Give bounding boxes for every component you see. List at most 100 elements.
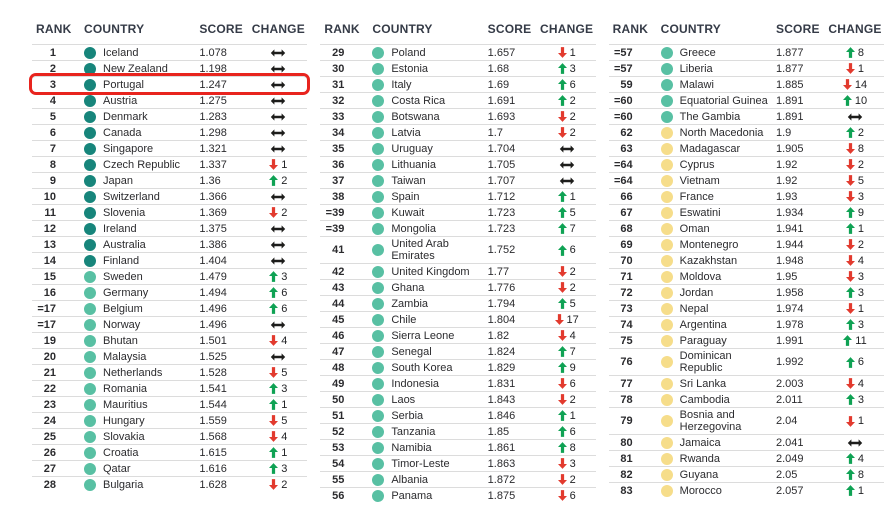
table-row: 73 Nepal 1.974 1 xyxy=(608,300,884,316)
change-amount: 2 xyxy=(857,238,865,251)
rank-cell: 45 xyxy=(332,313,345,326)
country-label: Germany xyxy=(103,286,149,299)
change-amount: 10 xyxy=(854,94,868,107)
down-arrow-icon xyxy=(557,378,567,389)
country-cell: Hungary xyxy=(56,414,199,428)
steady-arrow-icon xyxy=(270,144,286,153)
country-label: Singapore xyxy=(103,142,154,155)
country-label: Latvia xyxy=(391,126,421,139)
tier-dot-icon xyxy=(372,190,385,203)
country-label: Malaysia xyxy=(103,350,147,363)
change-amount: 8 xyxy=(857,468,865,481)
change-cell: 2 xyxy=(249,175,307,187)
table-row: 9 Japan 1.36 2 xyxy=(32,172,308,188)
change-cell xyxy=(538,160,596,169)
table-row: 36 Lithuania 1.705 xyxy=(320,156,596,172)
change-amount: 1 xyxy=(569,190,576,203)
country-cell: Liberia xyxy=(633,62,776,76)
rank-cell: 9 xyxy=(49,174,56,187)
table-row: 53 Namibia 1.861 8 xyxy=(320,439,596,455)
change-cell: 2 xyxy=(249,479,307,491)
table-row: 51 Serbia 1.846 1 xyxy=(320,407,596,423)
change-amount: 6 xyxy=(569,377,576,390)
up-arrow-icon xyxy=(557,79,567,90)
change-cell: 3 xyxy=(826,287,884,299)
score-cell: 1.92 xyxy=(775,158,798,171)
table-row: 27 Qatar 1.616 3 xyxy=(32,460,308,476)
change-cell xyxy=(249,320,307,329)
rank-cell: 51 xyxy=(332,409,345,422)
change-cell: 9 xyxy=(538,362,596,374)
country-cell: Kazakhstan xyxy=(633,254,776,268)
change-cell xyxy=(249,80,307,89)
rank-cell: 32 xyxy=(332,94,345,107)
change-amount: 6 xyxy=(281,302,288,315)
table-row: 33 Botswana 1.693 2 xyxy=(320,108,596,124)
column-header-score: SCORE xyxy=(775,22,820,36)
table-header-row: RANK COUNTRY SCORE CHANGE xyxy=(609,22,884,36)
column-header-change: CHANGE xyxy=(251,22,305,36)
score-cell: 1.752 xyxy=(487,244,516,256)
rank-cell: 27 xyxy=(43,462,56,475)
rank-cell: 12 xyxy=(43,222,56,235)
score-cell: 1.891 xyxy=(775,94,804,107)
country-label: Nepal xyxy=(679,302,709,315)
country-label: Finland xyxy=(103,254,140,267)
change-amount: 4 xyxy=(569,329,576,342)
tier-dot-icon xyxy=(372,281,385,294)
country-cell: Madagascar xyxy=(633,142,776,156)
column-header-country: COUNTRY xyxy=(84,22,145,36)
country-cell: Costa Rica xyxy=(344,94,487,108)
country-cell: Greece xyxy=(633,46,776,60)
tier-dot-icon xyxy=(660,46,673,59)
rank-cell: 25 xyxy=(43,430,56,443)
tier-dot-icon xyxy=(84,430,96,443)
up-arrow-icon xyxy=(269,175,279,186)
country-label: South Korea xyxy=(391,361,453,374)
country-label: Norway xyxy=(103,318,141,331)
country-cell: Czech Republic xyxy=(56,158,199,172)
up-arrow-icon xyxy=(845,356,855,368)
country-cell: Poland xyxy=(344,46,487,60)
down-arrow-icon xyxy=(557,127,567,138)
tier-dot-icon xyxy=(660,415,673,427)
change-cell: 3 xyxy=(249,463,307,475)
change-cell: 9 xyxy=(826,207,884,219)
change-cell xyxy=(249,352,307,361)
tier-dot-icon xyxy=(660,468,673,481)
up-arrow-icon xyxy=(557,223,567,234)
tier-dot-icon xyxy=(660,62,673,75)
table-row: 4 Austria 1.275 xyxy=(32,92,308,108)
ranking-table-2: RANK COUNTRY SCORE CHANGE 29 Poland 1.657 1… xyxy=(320,22,596,512)
country-label: Bulgaria xyxy=(103,478,144,491)
country-cell: Guyana xyxy=(633,468,776,482)
table-row: 59 Malawi 1.885 14 xyxy=(608,76,884,92)
down-arrow-icon xyxy=(269,431,279,442)
table-row: 16 Germany 1.494 6 xyxy=(32,284,308,300)
change-cell: 4 xyxy=(538,330,596,342)
table-row: 1 Iceland 1.078 xyxy=(32,44,308,60)
column-header-rank: RANK xyxy=(36,22,72,36)
country-cell: Singapore xyxy=(56,142,199,156)
steady-arrow-icon xyxy=(270,96,286,105)
up-arrow-icon xyxy=(845,223,855,234)
country-cell: Norway xyxy=(56,318,199,332)
score-cell: 1.36 xyxy=(199,174,221,187)
tier-dot-icon xyxy=(84,462,96,475)
table-row: 67 Eswatini 1.934 9 xyxy=(608,204,884,220)
steady-arrow-icon xyxy=(847,438,863,447)
table-row: 21 Netherlands 1.528 5 xyxy=(32,364,308,380)
country-cell: Cyprus xyxy=(633,158,776,172)
tier-dot-icon xyxy=(372,473,385,486)
column-header-rank: RANK xyxy=(324,22,360,36)
tier-dot-icon xyxy=(84,478,96,491)
up-arrow-icon xyxy=(557,191,567,202)
table-row: 54 Timor-Leste 1.863 3 xyxy=(320,455,596,471)
down-arrow-icon xyxy=(845,143,855,154)
up-arrow-icon xyxy=(845,207,855,218)
country-label: Timor-Leste xyxy=(391,457,450,470)
country-label: Dominican Republic xyxy=(679,350,732,374)
up-arrow-icon xyxy=(557,298,567,309)
rank-cell: 74 xyxy=(620,318,633,331)
tier-dot-icon xyxy=(660,190,673,203)
